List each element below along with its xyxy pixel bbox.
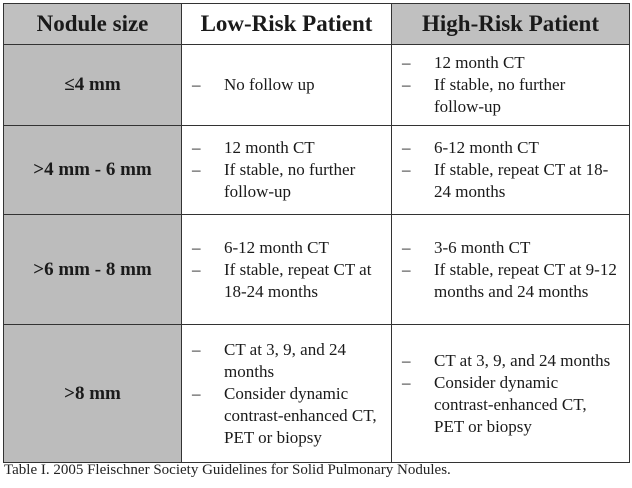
nodule-size-cell: ≤4 mm bbox=[3, 44, 182, 126]
recommendation-list: – No follow up bbox=[182, 70, 391, 100]
bullet-dash: – bbox=[402, 350, 411, 370]
list-item: – If stable, repeat CT at 18-24 months bbox=[182, 259, 381, 303]
header-nodule-size: Nodule size bbox=[3, 3, 182, 45]
bullet-dash: – bbox=[402, 372, 411, 392]
low-risk-cell: – CT at 3, 9, and 24 months – Consider dyn… bbox=[181, 324, 392, 463]
recommendation-list: – 12 month CT – If stable, no further foll… bbox=[182, 133, 391, 207]
list-item: – If stable, no further follow-up bbox=[392, 74, 619, 118]
low-risk-cell: – 6-12 month CT – If stable, repeat CT at … bbox=[181, 214, 392, 325]
recommendation-text: If stable, no further follow-up bbox=[434, 75, 566, 116]
recommendation-list: – 6-12 month CT – If stable, repeat CT at … bbox=[392, 133, 629, 207]
recommendation-list: – CT at 3, 9, and 24 months – Consider dyn… bbox=[392, 346, 629, 442]
list-item: – 6-12 month CT bbox=[182, 237, 381, 259]
table-row: >6 mm - 8 mm – 6-12 month CT – If stable, … bbox=[3, 214, 630, 325]
bullet-dash: – bbox=[402, 138, 411, 157]
recommendation-text: If stable, no further follow-up bbox=[224, 160, 356, 201]
low-risk-cell: – No follow up bbox=[181, 44, 392, 126]
header-low-risk: Low-Risk Patient bbox=[181, 3, 392, 45]
bullet-dash: – bbox=[402, 259, 411, 279]
list-item: – 3-6 month CT bbox=[392, 237, 619, 259]
bullet-dash: – bbox=[192, 259, 201, 279]
recommendation-text: Consider dynamic contrast-enhanced CT, P… bbox=[224, 383, 377, 447]
bullet-dash: – bbox=[192, 75, 201, 94]
list-item: – CT at 3, 9, and 24 months bbox=[182, 339, 381, 383]
header-high-risk: High-Risk Patient bbox=[391, 3, 630, 45]
recommendation-text: 6-12 month CT bbox=[224, 237, 329, 257]
header-row: Nodule size Low-Risk Patient High-Risk P… bbox=[3, 3, 630, 45]
list-item: – 6-12 month CT bbox=[392, 137, 619, 159]
fleischner-guidelines-table: Nodule size Low-Risk Patient High-Risk P… bbox=[3, 3, 630, 463]
list-item: – Consider dynamic contrast-enhanced CT, … bbox=[392, 372, 619, 438]
high-risk-cell: – CT at 3, 9, and 24 months – Consider dyn… bbox=[391, 324, 630, 463]
recommendation-text: CT at 3, 9, and 24 months bbox=[434, 350, 611, 370]
table-row: >4 mm - 6 mm – 12 month CT – If stable, no… bbox=[3, 125, 630, 215]
recommendation-text: No follow up bbox=[224, 75, 315, 94]
list-item: – 12 month CT bbox=[182, 137, 381, 159]
bullet-dash: – bbox=[192, 383, 201, 403]
recommendation-text: 12 month CT bbox=[434, 53, 525, 72]
bullet-dash: – bbox=[402, 53, 411, 72]
recommendation-text: Consider dynamic contrast-enhanced CT, P… bbox=[434, 372, 587, 436]
list-item: – If stable, repeat CT at 9-12 months and… bbox=[392, 259, 619, 303]
bullet-dash: – bbox=[192, 339, 201, 359]
list-item: – 12 month CT bbox=[392, 52, 619, 74]
bullet-dash: – bbox=[402, 237, 411, 257]
list-item: – If stable, no further follow-up bbox=[182, 159, 381, 203]
bullet-dash: – bbox=[402, 160, 411, 179]
list-item: – If stable, repeat CT at 18-24 months bbox=[392, 159, 619, 203]
table-row: >8 mm – CT at 3, 9, and 24 months – Consid… bbox=[3, 324, 630, 463]
table-caption: Table I. 2005 Fleischner Society Guideli… bbox=[4, 462, 451, 478]
recommendation-text: 3-6 month CT bbox=[434, 237, 531, 257]
high-risk-cell: – 12 month CT – If stable, no further foll… bbox=[391, 44, 630, 126]
low-risk-cell: – 12 month CT – If stable, no further foll… bbox=[181, 125, 392, 215]
bullet-dash: – bbox=[192, 160, 201, 179]
bullet-dash: – bbox=[192, 138, 201, 157]
list-item: – CT at 3, 9, and 24 months bbox=[392, 350, 619, 372]
recommendation-text: 12 month CT bbox=[224, 138, 315, 157]
recommendation-text: CT at 3, 9, and 24 months bbox=[224, 339, 346, 381]
list-item: – No follow up bbox=[182, 74, 381, 96]
bullet-dash: – bbox=[402, 75, 411, 94]
recommendation-list: – 12 month CT – If stable, no further foll… bbox=[392, 48, 629, 122]
recommendation-list: – 6-12 month CT – If stable, repeat CT at … bbox=[182, 233, 391, 307]
table-row: ≤4 mm – No follow up – 12 month CT – If sta… bbox=[3, 44, 630, 126]
recommendation-list: – 3-6 month CT – If stable, repeat CT at 9… bbox=[392, 233, 629, 307]
nodule-size-cell: >8 mm bbox=[3, 324, 182, 463]
recommendation-text: If stable, repeat CT at 9-12 months and … bbox=[434, 259, 617, 301]
nodule-size-cell: >4 mm - 6 mm bbox=[3, 125, 182, 215]
high-risk-cell: – 6-12 month CT – If stable, repeat CT at … bbox=[391, 125, 630, 215]
list-item: – Consider dynamic contrast-enhanced CT, … bbox=[182, 383, 381, 449]
recommendation-list: – CT at 3, 9, and 24 months – Consider dyn… bbox=[182, 335, 391, 453]
recommendation-text: 6-12 month CT bbox=[434, 138, 539, 157]
high-risk-cell: – 3-6 month CT – If stable, repeat CT at 9… bbox=[391, 214, 630, 325]
recommendation-text: If stable, repeat CT at 18-24 months bbox=[224, 259, 372, 301]
bullet-dash: – bbox=[192, 237, 201, 257]
nodule-size-cell: >6 mm - 8 mm bbox=[3, 214, 182, 325]
recommendation-text: If stable, repeat CT at 18-24 months bbox=[434, 160, 609, 201]
